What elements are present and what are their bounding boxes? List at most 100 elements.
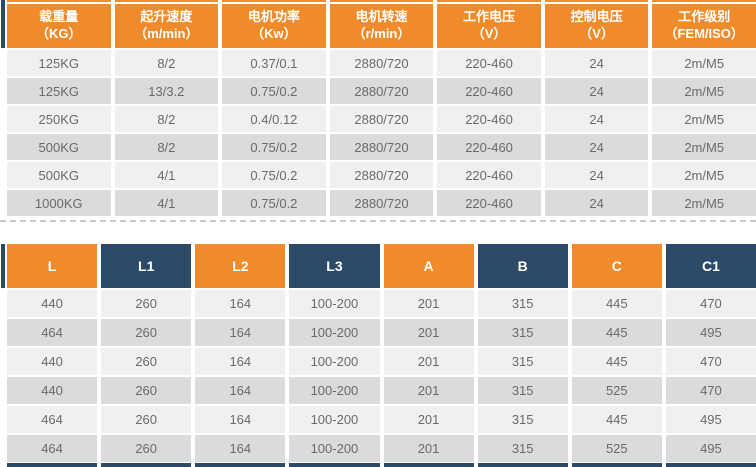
header-line1: 工作级别 <box>678 9 731 25</box>
table-cell: 495 <box>665 406 756 433</box>
spec-header-cell-load: 载重量 （KG） <box>7 4 111 48</box>
dim-header-cell-L1: L1 <box>101 244 192 288</box>
table-cell: 2880/720 <box>329 162 434 188</box>
header-line1: 载重量 <box>39 9 79 25</box>
spec-header-cell-work-grade: 工作级别 （FEM/ISO） <box>652 4 756 48</box>
table-cell: 464 <box>7 435 98 462</box>
table-cell: 24 <box>544 190 649 216</box>
cutoff-segment <box>114 0 219 2</box>
table-cell: 260 <box>101 377 192 404</box>
cutoff-segment <box>544 0 649 2</box>
table-cell: 315 <box>477 290 568 317</box>
spec-table-body: 125KG 8/2 0.37/0.1 2880/720 220-460 24 2m/M5 12… <box>7 50 756 216</box>
table-cell: 445 <box>571 348 662 375</box>
table-cell: 24 <box>544 162 649 188</box>
table-cell: 24 <box>544 50 649 76</box>
cutoff-segment <box>7 463 98 467</box>
table-cell: 500KG <box>7 134 111 160</box>
header-line2: （FEM/ISO） <box>664 26 744 41</box>
table-cell: 464 <box>7 319 98 346</box>
table-cell: 260 <box>101 348 192 375</box>
table-cell: 100-200 <box>289 319 380 346</box>
table-cell: 100-200 <box>289 290 380 317</box>
table-cell: 315 <box>477 319 568 346</box>
table-cell: 0.75/0.2 <box>222 190 326 216</box>
table-cell: 464 <box>7 406 98 433</box>
table-cell: 201 <box>383 290 474 317</box>
table-cell: 164 <box>195 406 286 433</box>
table-cell: 220-460 <box>437 106 541 132</box>
table-cell: 495 <box>665 319 756 346</box>
table-cell: 8/2 <box>114 106 219 132</box>
cutoff-segment <box>571 463 662 467</box>
spec-header-cell-control-voltage: 控制电压 （V） <box>544 4 649 48</box>
table-cell: 164 <box>195 435 286 462</box>
table-cell: 24 <box>544 106 649 132</box>
dim-header-cell-C1: C1 <box>665 244 756 288</box>
table-cell: 500KG <box>7 162 111 188</box>
table-cell: 2880/720 <box>329 106 434 132</box>
table-cell: 24 <box>544 78 649 104</box>
table-cell: 2880/720 <box>329 50 434 76</box>
header-line1: 控制电压 <box>570 9 623 25</box>
table-cell: 2880/720 <box>329 190 434 216</box>
header-line2: （V） <box>471 26 507 41</box>
cutoff-top-strip <box>7 0 756 2</box>
cutoff-segment <box>289 463 380 467</box>
header-line1: 电机功率 <box>247 9 300 25</box>
header-line2: （Kw） <box>251 26 297 41</box>
cutoff-segment <box>195 463 286 467</box>
cutoff-segment <box>437 0 541 2</box>
table-row: 125KG 13/3.2 0.75/0.2 2880/720 220-460 24 2m/M… <box>7 78 756 104</box>
table-cell: 260 <box>101 435 192 462</box>
table-cell: 201 <box>383 435 474 462</box>
spec-header-cell-work-voltage: 工作电压 （V） <box>437 4 541 48</box>
table-cell: 260 <box>101 290 192 317</box>
table-cell: 2m/M5 <box>652 50 756 76</box>
table-cell: 220-460 <box>437 162 541 188</box>
table-cell: 315 <box>477 435 568 462</box>
table-cell: 440 <box>7 377 98 404</box>
table-cell: 0.37/0.1 <box>222 50 326 76</box>
table-row: 464 260 164 100-200 201 315 525 495 <box>7 435 756 462</box>
table-cell: 440 <box>7 290 98 317</box>
table-cell: 525 <box>571 435 662 462</box>
table-cell: 164 <box>195 319 286 346</box>
table-cell: 4/1 <box>114 190 219 216</box>
table-cell: 2m/M5 <box>652 162 756 188</box>
table-cell: 260 <box>101 406 192 433</box>
table-cell: 445 <box>571 290 662 317</box>
dimension-table-header-row: L L1 L2 L3 A B C C1 <box>7 244 756 288</box>
cutoff-segment <box>665 463 756 467</box>
table-cell: 250KG <box>7 106 111 132</box>
table-cell: 8/2 <box>114 134 219 160</box>
table-cell: 445 <box>571 406 662 433</box>
table-cell: 4/1 <box>114 162 219 188</box>
table-cell: 1000KG <box>7 190 111 216</box>
table-row: 500KG 8/2 0.75/0.2 2880/720 220-460 24 2m/M5 <box>7 134 756 160</box>
table-left-edge-stub <box>1 244 5 288</box>
cutoff-segment <box>222 0 326 2</box>
table-cell: 470 <box>665 290 756 317</box>
table-row: 250KG 8/2 0.4/0.12 2880/720 220-460 24 2m/M5 <box>7 106 756 132</box>
header-line2: （V） <box>579 26 614 41</box>
table-cell: 201 <box>383 319 474 346</box>
cutoff-segment <box>383 463 474 467</box>
spec-table: 载重量 （KG） 起升速度 （m/min） 电机功率 （Kw） 电机转速 （r/… <box>0 0 756 216</box>
table-cell: 100-200 <box>289 406 380 433</box>
spec-table-header-row: 载重量 （KG） 起升速度 （m/min） 电机功率 （Kw） 电机转速 （r/… <box>7 4 756 48</box>
dimension-table-body: 440 260 164 100-200 201 315 445 470 464 260 164 100… <box>7 290 756 462</box>
table-cell: 0.75/0.2 <box>222 162 326 188</box>
table-cell: 220-460 <box>437 50 541 76</box>
dim-header-cell-A: A <box>383 244 474 288</box>
table-row: 125KG 8/2 0.37/0.1 2880/720 220-460 24 2m/M5 <box>7 50 756 76</box>
dim-header-cell-L: L <box>7 244 98 288</box>
table-cell: 495 <box>665 435 756 462</box>
cutoff-segment <box>652 0 756 2</box>
table-row: 464 260 164 100-200 201 315 445 495 <box>7 406 756 433</box>
header-line2: （KG） <box>36 26 82 41</box>
header-line2: （m/min） <box>134 26 199 41</box>
table-cell: 201 <box>383 377 474 404</box>
table-cell: 2m/M5 <box>652 190 756 216</box>
table-cell: 164 <box>195 377 286 404</box>
